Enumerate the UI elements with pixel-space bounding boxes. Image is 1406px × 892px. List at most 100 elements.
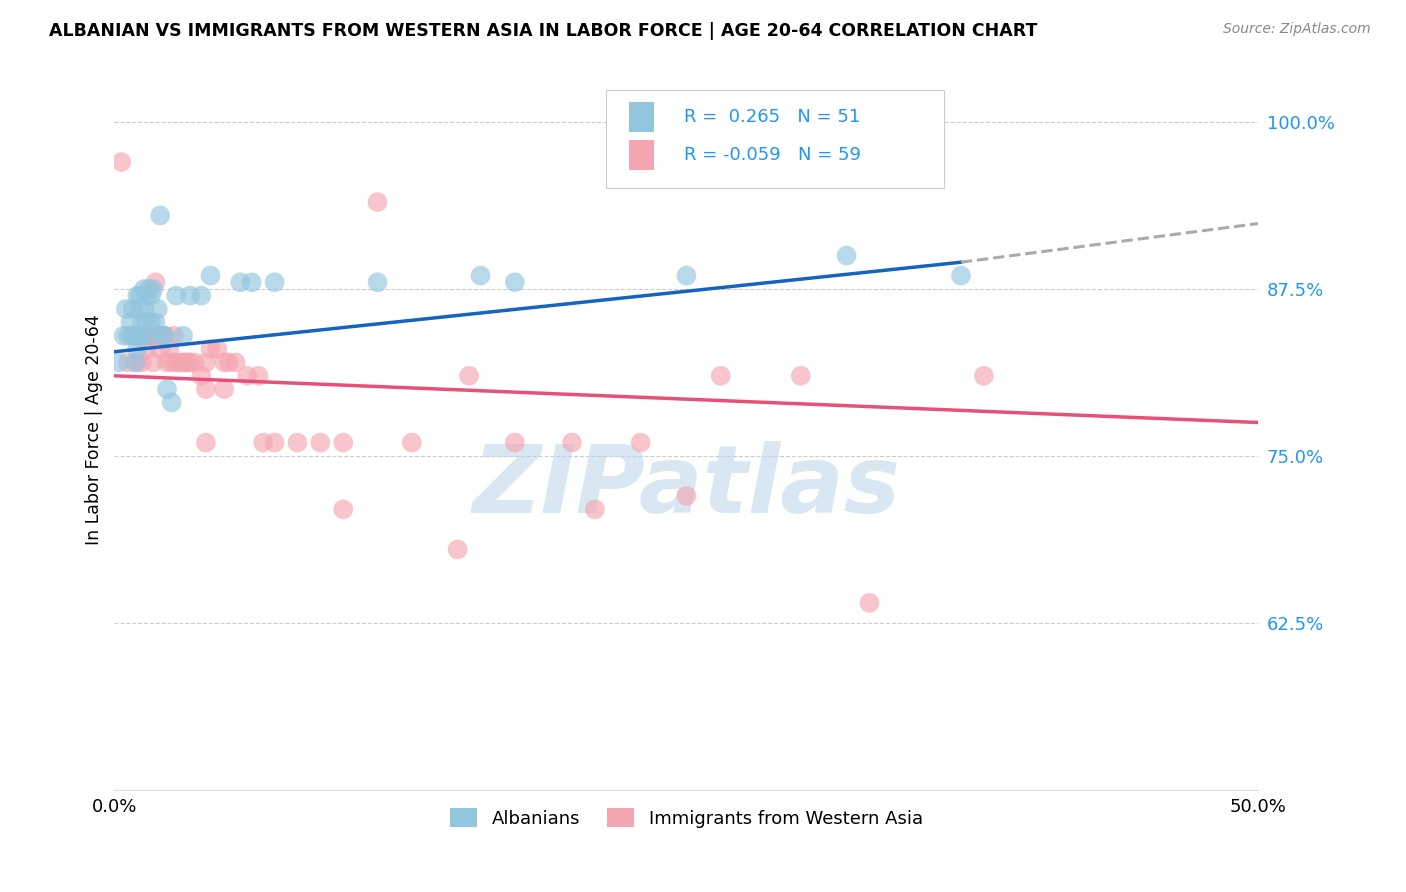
Point (146, 328, 169, 343)
Point (139, 328, 162, 343)
Point (128, 301, 150, 316)
Point (194, 435, 217, 450)
Point (165, 355, 187, 369)
Point (470, 268, 492, 283)
Point (138, 328, 160, 343)
Point (131, 355, 153, 369)
Point (252, 435, 274, 450)
Text: ALBANIAN VS IMMIGRANTS FROM WESTERN ASIA IN LABOR FORCE | AGE 20-64 CORRELATION : ALBANIAN VS IMMIGRANTS FROM WESTERN ASIA… (49, 22, 1038, 40)
Point (117, 355, 139, 369)
Point (121, 301, 143, 316)
Point (174, 355, 197, 369)
Point (194, 382, 217, 396)
Point (218, 355, 240, 369)
Point (165, 288, 187, 302)
Point (367, 195, 389, 210)
Point (973, 368, 995, 383)
Point (176, 355, 198, 369)
Point (172, 355, 194, 369)
Point (157, 342, 180, 356)
Point (112, 328, 135, 343)
Text: ZIPatlas: ZIPatlas (472, 441, 900, 533)
Point (134, 282, 156, 296)
Point (152, 328, 174, 343)
Point (561, 435, 583, 450)
Point (630, 435, 652, 450)
Point (190, 288, 212, 302)
Point (142, 355, 165, 369)
FancyBboxPatch shape (606, 90, 943, 187)
Point (367, 275, 389, 289)
Point (183, 355, 205, 369)
Point (207, 342, 229, 356)
FancyBboxPatch shape (630, 102, 654, 132)
Point (145, 275, 167, 289)
Point (172, 328, 194, 343)
Point (153, 328, 176, 343)
Text: Source: ZipAtlas.com: Source: ZipAtlas.com (1223, 22, 1371, 37)
Point (225, 355, 247, 369)
Point (212, 382, 235, 396)
Point (240, 275, 263, 289)
Point (458, 368, 481, 383)
FancyBboxPatch shape (630, 140, 654, 170)
Point (117, 328, 139, 343)
Point (138, 282, 160, 296)
Point (131, 315, 153, 329)
Point (134, 328, 156, 343)
Point (790, 368, 813, 383)
Point (128, 288, 150, 302)
Point (135, 315, 157, 329)
Point (124, 328, 146, 343)
Point (160, 395, 183, 409)
Point (179, 355, 201, 369)
Point (124, 355, 146, 369)
Point (160, 355, 183, 369)
Point (332, 435, 354, 450)
Point (135, 342, 157, 356)
Point (332, 502, 354, 516)
Legend: Albanians, Immigrants from Western Asia: Albanians, Immigrants from Western Asia (443, 801, 929, 835)
Point (401, 435, 423, 450)
Point (675, 268, 697, 283)
Text: R =  0.265   N = 51: R = 0.265 N = 51 (685, 108, 860, 126)
Point (263, 435, 285, 450)
Point (446, 542, 468, 557)
Point (108, 355, 131, 369)
Point (835, 248, 858, 262)
Point (236, 368, 259, 383)
Point (142, 282, 165, 296)
Point (190, 368, 212, 383)
Point (145, 315, 167, 329)
Text: R = -0.059   N = 59: R = -0.059 N = 59 (685, 146, 860, 164)
Point (121, 328, 143, 343)
Point (146, 301, 169, 316)
Point (138, 328, 160, 343)
Point (163, 328, 186, 343)
Point (156, 382, 179, 396)
Point (152, 328, 174, 343)
Point (127, 342, 149, 356)
Point (194, 355, 217, 369)
Point (503, 275, 526, 289)
Point (110, 155, 132, 169)
Point (131, 328, 153, 343)
Point (120, 315, 142, 329)
Point (309, 435, 332, 450)
Point (212, 355, 235, 369)
Point (287, 435, 309, 450)
Point (127, 288, 149, 302)
Point (121, 328, 143, 343)
Point (156, 355, 179, 369)
Point (247, 368, 270, 383)
Point (139, 315, 162, 329)
Point (675, 489, 697, 503)
Point (200, 268, 222, 283)
Point (127, 355, 149, 369)
Point (200, 342, 222, 356)
Point (583, 502, 606, 516)
Point (139, 288, 162, 302)
Point (153, 328, 176, 343)
Point (128, 328, 150, 343)
Point (135, 288, 157, 302)
